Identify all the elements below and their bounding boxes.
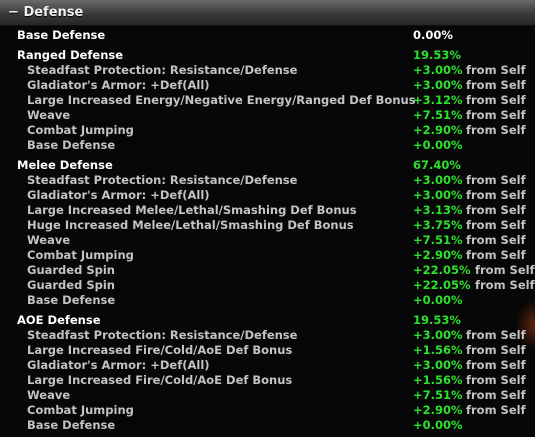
melee-item-value: +0.00% (413, 293, 463, 307)
aoe-item-value: +2.90% (413, 403, 463, 417)
aoe-item-source: from Self (466, 343, 526, 357)
aoe-item-label: Gladiator's Armor: +Def(All) (27, 358, 210, 372)
ranged-item-source: from Self (466, 123, 526, 137)
melee-item-source: from Self (475, 263, 535, 277)
melee-item-source: from Self (475, 278, 535, 292)
melee-item-value: +3.00% (413, 173, 463, 187)
aoe-item-label: Large Increased Fire/Cold/AoE Def Bonus (27, 343, 293, 357)
melee-item-value: +7.51% (413, 233, 463, 247)
aoe-item-value: +3.00% (413, 328, 463, 342)
ranged-item-value: +7.51% (413, 108, 463, 122)
ranged-defense-label: Ranged Defense (17, 48, 124, 62)
aoe-item-value: +1.56% (413, 343, 463, 357)
base-defense-value: 0.00% (413, 28, 453, 42)
aoe-item-label: Base Defense (27, 418, 116, 432)
melee-item-value: +3.13% (413, 203, 463, 217)
melee-item-value: +3.75% (413, 218, 463, 232)
aoe-item-value: +7.51% (413, 388, 463, 402)
ranged-item-source: from Self (466, 78, 526, 92)
ranged-item-label: Base Defense (27, 138, 116, 152)
section-title: − Defense (8, 5, 83, 20)
melee-item-value: +2.90% (413, 248, 463, 262)
aoe-item-source: from Self (466, 403, 526, 417)
melee-item-label: Weave (27, 233, 71, 247)
aoe-item-value: +0.00% (413, 418, 463, 432)
melee-item-source: from Self (466, 248, 526, 262)
aoe-item-source: from Self (466, 388, 526, 402)
ranged-defense-value: 19.53% (413, 48, 461, 62)
aoe-defense-value: 19.53% (413, 313, 461, 327)
base-defense-label: Base Defense (17, 28, 106, 42)
melee-item-label: Gladiator's Armor: +Def(All) (27, 188, 210, 202)
melee-item-source: from Self (466, 173, 526, 187)
melee-item-label: Large Increased Melee/Lethal/Smashing De… (27, 203, 357, 217)
defense-section-header[interactable]: − Defense (0, 0, 535, 26)
melee-item-source: from Self (466, 188, 526, 202)
melee-item-source: from Self (466, 233, 526, 247)
ranged-item-source: from Self (466, 93, 526, 107)
aoe-item-value: +1.56% (413, 373, 463, 387)
ranged-item-label: Large Increased Energy/Negative Energy/R… (27, 93, 416, 107)
section-title-text: Defense (23, 5, 84, 20)
ranged-item-value: +0.00% (413, 138, 463, 152)
melee-item-label: Base Defense (27, 293, 116, 307)
melee-item-label: Huge Increased Melee/Lethal/Smashing Def… (27, 218, 354, 232)
melee-item-label: Steadfast Protection: Resistance/Defense (27, 173, 298, 187)
melee-item-source: from Self (466, 218, 526, 232)
aoe-item-label: Combat Jumping (27, 403, 134, 417)
aoe-item-label: Steadfast Protection: Resistance/Defense (27, 328, 298, 342)
melee-item-source: from Self (466, 203, 526, 217)
ranged-item-value: +2.90% (413, 123, 463, 137)
melee-item-label: Guarded Spin (27, 278, 115, 292)
ranged-item-source: from Self (466, 108, 526, 122)
collapse-icon[interactable]: − (8, 5, 19, 20)
melee-defense-value: 67.40% (413, 158, 461, 172)
melee-item-value: +22.05% (413, 278, 471, 292)
aoe-item-label: Weave (27, 388, 71, 402)
ranged-item-value: +3.12% (413, 93, 463, 107)
melee-item-value: +22.05% (413, 263, 471, 277)
background-glow (515, 300, 535, 350)
ranged-item-label: Steadfast Protection: Resistance/Defense (27, 63, 298, 77)
ranged-item-value: +3.00% (413, 63, 463, 77)
melee-item-label: Combat Jumping (27, 248, 134, 262)
melee-defense-label: Melee Defense (17, 158, 113, 172)
ranged-item-value: +3.00% (413, 78, 463, 92)
aoe-item-source: from Self (466, 358, 526, 372)
ranged-item-label: Weave (27, 108, 71, 122)
aoe-defense-label: AOE Defense (17, 313, 101, 327)
melee-item-label: Guarded Spin (27, 263, 115, 277)
aoe-item-source: from Self (466, 328, 526, 342)
aoe-item-label: Large Increased Fire/Cold/AoE Def Bonus (27, 373, 293, 387)
ranged-item-source: from Self (466, 63, 526, 77)
ranged-item-label: Gladiator's Armor: +Def(All) (27, 78, 210, 92)
melee-item-value: +3.00% (413, 188, 463, 202)
ranged-item-label: Combat Jumping (27, 123, 134, 137)
aoe-item-source: from Self (466, 373, 526, 387)
aoe-item-value: +3.00% (413, 358, 463, 372)
